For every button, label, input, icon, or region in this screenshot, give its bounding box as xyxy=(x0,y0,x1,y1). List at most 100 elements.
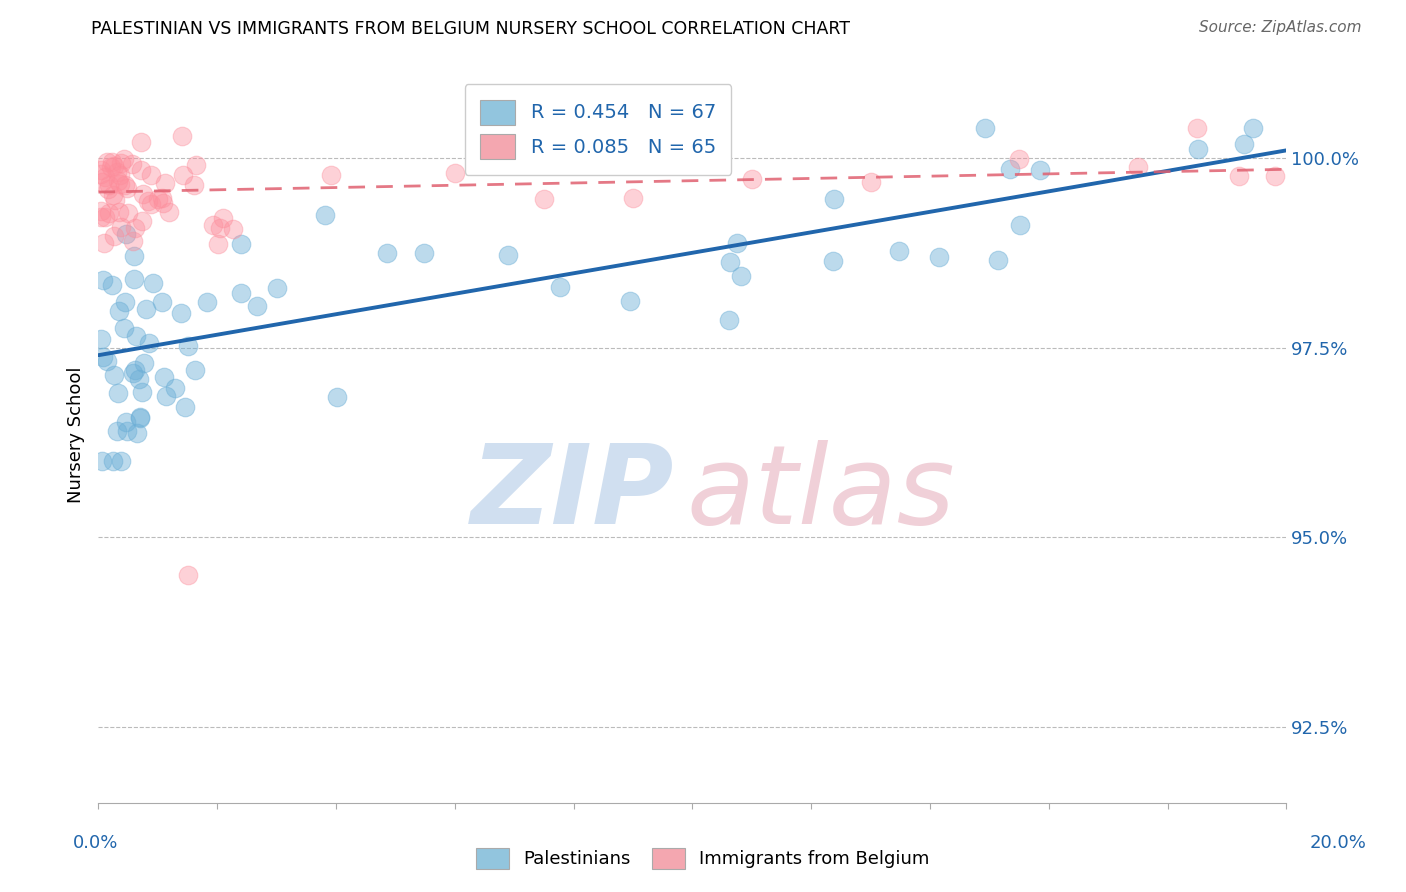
Point xyxy=(91,454,114,468)
Point xyxy=(94,210,117,224)
Point xyxy=(93,170,115,185)
Point xyxy=(727,235,749,250)
Point xyxy=(125,329,148,343)
Point xyxy=(107,174,129,188)
Point xyxy=(207,237,229,252)
Point xyxy=(321,168,343,182)
Point xyxy=(115,180,138,194)
Point xyxy=(412,246,434,260)
Point xyxy=(444,166,467,180)
Point xyxy=(246,299,269,313)
Legend: R = 0.454   N = 67, R = 0.085   N = 65: R = 0.454 N = 67, R = 0.085 N = 65 xyxy=(464,84,731,175)
Text: atlas: atlas xyxy=(686,441,955,547)
Point xyxy=(90,210,112,224)
Point xyxy=(91,350,114,364)
Point xyxy=(172,168,194,182)
Point xyxy=(112,320,135,334)
Point xyxy=(195,295,218,310)
Point xyxy=(90,332,112,346)
Point xyxy=(177,339,200,353)
Point xyxy=(131,385,153,400)
Point xyxy=(172,128,194,143)
Point xyxy=(142,276,165,290)
Point xyxy=(129,135,152,149)
Point xyxy=(208,221,231,235)
Point xyxy=(108,177,131,191)
Point xyxy=(1008,218,1031,232)
Point xyxy=(621,190,644,204)
Point xyxy=(730,268,752,283)
Point xyxy=(115,424,138,438)
Legend: Palestinians, Immigrants from Belgium: Palestinians, Immigrants from Belgium xyxy=(470,840,936,876)
Point xyxy=(170,306,193,320)
Point xyxy=(97,182,120,196)
Point xyxy=(211,211,233,226)
Point xyxy=(314,208,336,222)
Point xyxy=(103,188,125,202)
Point xyxy=(91,175,114,189)
Point xyxy=(146,192,169,206)
Point xyxy=(141,196,163,211)
Point xyxy=(889,244,911,259)
Point xyxy=(928,251,950,265)
Point xyxy=(533,192,555,206)
Point xyxy=(101,454,124,468)
Point xyxy=(103,368,125,383)
Point xyxy=(100,160,122,174)
Point xyxy=(974,120,997,135)
Point xyxy=(741,171,763,186)
Point xyxy=(108,204,131,219)
Point xyxy=(823,192,845,206)
Text: 20.0%: 20.0% xyxy=(1310,834,1367,852)
Point xyxy=(135,301,157,316)
Point xyxy=(115,227,138,241)
Point xyxy=(186,158,208,172)
Point xyxy=(155,389,177,403)
Point xyxy=(112,152,135,166)
Point xyxy=(150,295,173,310)
Point xyxy=(619,293,641,308)
Point xyxy=(107,303,129,318)
Point xyxy=(100,155,122,169)
Point xyxy=(101,278,124,293)
Text: ZIP: ZIP xyxy=(471,441,675,547)
Point xyxy=(1233,137,1256,152)
Point xyxy=(107,385,129,400)
Text: 0.0%: 0.0% xyxy=(73,834,118,852)
Point xyxy=(821,253,844,268)
Point xyxy=(96,354,118,368)
Y-axis label: Nursery School: Nursery School xyxy=(66,367,84,503)
Point xyxy=(114,178,136,193)
Point xyxy=(229,236,252,251)
Point xyxy=(1241,120,1264,135)
Point xyxy=(548,279,571,293)
Point xyxy=(152,195,174,210)
Text: PALESTINIAN VS IMMIGRANTS FROM BELGIUM NURSERY SCHOOL CORRELATION CHART: PALESTINIAN VS IMMIGRANTS FROM BELGIUM N… xyxy=(91,20,851,37)
Point xyxy=(122,249,145,263)
Point xyxy=(141,169,163,183)
Point xyxy=(1187,120,1209,135)
Point xyxy=(859,176,882,190)
Point xyxy=(221,222,243,236)
Point xyxy=(110,168,132,182)
Point xyxy=(1227,169,1250,183)
Point xyxy=(326,390,349,404)
Point xyxy=(157,205,180,219)
Point xyxy=(1264,169,1286,183)
Point xyxy=(1187,142,1209,156)
Point xyxy=(121,367,143,381)
Point xyxy=(128,372,150,386)
Point xyxy=(128,409,150,424)
Point xyxy=(184,362,207,376)
Text: Source: ZipAtlas.com: Source: ZipAtlas.com xyxy=(1198,20,1361,35)
Point xyxy=(105,165,128,179)
Point xyxy=(718,255,741,269)
Point xyxy=(176,568,198,582)
Point xyxy=(122,234,145,248)
Point xyxy=(131,214,153,228)
Point xyxy=(93,235,115,250)
Point xyxy=(375,246,398,260)
Point xyxy=(136,194,159,208)
Point xyxy=(153,176,176,190)
Point xyxy=(150,191,173,205)
